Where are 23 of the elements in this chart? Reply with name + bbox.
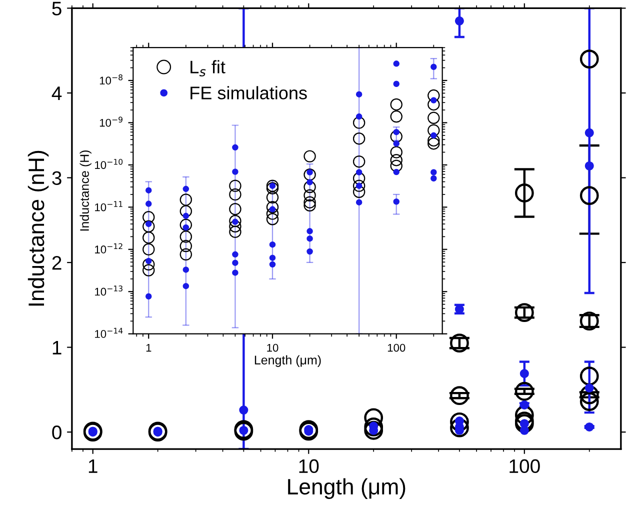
y-axis-title: Inductance (H) bbox=[80, 150, 92, 231]
y-tick-label: 4 bbox=[52, 86, 62, 100]
y-tick-label: 10$^{−10}$ bbox=[95, 158, 123, 169]
y-tick-label: 5 bbox=[52, 2, 62, 16]
y-axis-title: Inductance (nH) bbox=[28, 150, 49, 306]
x-tick-label: 1 bbox=[146, 344, 152, 352]
y-tick-label: 10$^{−9}$ bbox=[100, 116, 122, 127]
x-axis-title: Length (μm) bbox=[288, 478, 406, 499]
x-tick-label: 100 bbox=[388, 344, 406, 352]
y-tick-label: 10$^{−12}$ bbox=[95, 243, 122, 254]
x-tick-label: 10 bbox=[299, 459, 319, 474]
x-tick-label: 10 bbox=[267, 344, 278, 352]
legend-label: FE simulations bbox=[190, 86, 307, 100]
y-tick-label: 10$^{−8}$ bbox=[100, 74, 122, 85]
y-tick-label: 10$^{−13}$ bbox=[95, 286, 122, 296]
x-axis-title: Length (μm) bbox=[254, 355, 321, 367]
legend-label: L$_{s}$ fit bbox=[190, 60, 226, 76]
y-tick-label: 10$^{−11}$ bbox=[95, 201, 122, 212]
x-tick-label: 100 bbox=[510, 459, 540, 474]
y-tick-label: 10$^{−14}$ bbox=[95, 328, 123, 338]
y-tick-label: 2 bbox=[52, 256, 62, 270]
y-tick-label: 0 bbox=[52, 426, 62, 440]
y-tick-label: 3 bbox=[52, 171, 62, 185]
